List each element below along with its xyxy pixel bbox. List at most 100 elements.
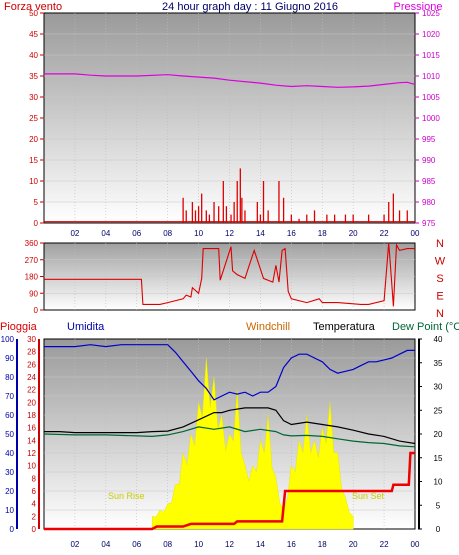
wind-tick-label: 45 — [29, 30, 38, 39]
hour-label: 02 — [70, 540, 79, 549]
temperature-tick-label: 25 — [434, 406, 443, 415]
temperature-tick-label: 5 — [436, 501, 441, 510]
wind-direction-tick-labels: 360 270 180 90 0 — [25, 239, 44, 315]
hour-label: 06 — [132, 229, 141, 238]
wind-pressure-gridlines — [44, 13, 415, 223]
wind-tick-label: 50 — [29, 9, 38, 18]
rain-tick-label: 14 — [27, 436, 36, 445]
hour-label: 14 — [256, 540, 265, 549]
wind-tick-label: 35 — [29, 72, 38, 81]
temperature-tick-label: 40 — [434, 335, 443, 344]
direction-tick-label: 180 — [25, 273, 39, 282]
rain-tick-label: 4 — [32, 500, 37, 509]
pressure-tick-label: 1000 — [422, 114, 440, 123]
wind-tick-label: 15 — [29, 156, 38, 165]
hour-label: 20 — [349, 229, 358, 238]
hour-label: 02 — [70, 229, 79, 238]
hour-label: 00 — [411, 229, 420, 238]
pressure-tick-label: 1005 — [422, 93, 440, 102]
dewpoint-label: Dew Point (°C — [392, 321, 459, 333]
hour-label: 20 — [349, 540, 358, 549]
rain-tick-label: 26 — [27, 360, 36, 369]
hour-label: 06 — [132, 540, 141, 549]
pressure-tick-label: 1015 — [422, 51, 440, 60]
humidity-line — [44, 344, 415, 401]
temperature-tick-label: 10 — [434, 478, 443, 487]
rain-axis-bar — [38, 339, 40, 529]
humidity-tick-label: 10 — [5, 506, 14, 515]
wind-tick-label: 5 — [34, 198, 39, 207]
rain-tick-label: 16 — [27, 424, 36, 433]
wind-tick-label: 20 — [29, 135, 38, 144]
hour-label: 18 — [318, 540, 327, 549]
rain-tick-label: 18 — [27, 411, 36, 420]
rain-tick-label: 6 — [32, 487, 37, 496]
hour-label: 22 — [380, 540, 389, 549]
dewpoint-line — [43, 426, 416, 448]
hour-label: 04 — [101, 229, 110, 238]
wind-tick-label: 40 — [29, 51, 38, 60]
wind-axis-title: Forza vento — [4, 1, 62, 13]
hour-label: 16 — [287, 540, 296, 549]
pressure-axis-title: Pressione — [394, 1, 443, 13]
humidity-tick-label: 20 — [5, 487, 14, 496]
wind-tick-label: 25 — [29, 114, 38, 123]
windchill-label: Windchill — [246, 321, 290, 333]
pressure-tick-label: 990 — [422, 156, 436, 165]
direction-tick-label: 0 — [34, 306, 39, 315]
wind-direction-gridlines — [44, 243, 415, 310]
hour-label: 18 — [318, 229, 327, 238]
chart-title: 24 hour graph day : 11 Giugno 2016 — [162, 1, 338, 13]
rain-tick-label: 28 — [27, 348, 36, 357]
wind-pressure-panel: Forza vento 24 hour graph day : 11 Giugn… — [4, 1, 442, 238]
humidity-label: Umidita — [67, 321, 105, 333]
hour-label: 10 — [194, 229, 203, 238]
temperature-tick-label: 35 — [434, 359, 443, 368]
rain-tick-label: 12 — [27, 449, 36, 458]
rain-tick-label: 24 — [27, 373, 36, 382]
humidity-tick-label: 30 — [5, 468, 14, 477]
humidity-tick-label: 60 — [5, 411, 14, 420]
pressure-tick-label: 1020 — [422, 30, 440, 39]
rain-tick-label: 10 — [27, 462, 36, 471]
rain-tick-label: 2 — [32, 512, 37, 521]
rain-label: Pioggia — [0, 321, 38, 333]
pressure-tick-label: 1010 — [422, 72, 440, 81]
humidity-tick-label: 80 — [5, 373, 14, 382]
wind-direction-line — [44, 242, 415, 307]
wind-tick-label: 30 — [29, 93, 38, 102]
pressure-tick-label: 980 — [422, 198, 436, 207]
hour-label: 14 — [256, 229, 265, 238]
humidity-tick-label: 70 — [5, 392, 14, 401]
sunrise-label: Sun Rise — [108, 491, 145, 501]
pressure-tick-label: 995 — [422, 135, 436, 144]
humidity-tick-label: 90 — [5, 354, 14, 363]
rain-tick-label: 22 — [27, 386, 36, 395]
hour-label: 12 — [225, 540, 234, 549]
compass-label: E — [436, 291, 443, 303]
rain-cumulative-line — [44, 451, 415, 531]
pressure-tick-label: 985 — [422, 177, 436, 186]
humidity-axis-bar — [16, 339, 18, 529]
temperature-tick-label: 15 — [434, 454, 443, 463]
temperature-line — [44, 407, 416, 445]
sunset-label: Sun Set — [352, 491, 385, 501]
direction-tick-label: 90 — [29, 289, 38, 298]
pressure-tick-label: 975 — [422, 219, 436, 228]
temperature-tick-labels: 40 35 30 25 20 15 10 5 0 — [418, 335, 443, 534]
hour-label: 12 — [225, 229, 234, 238]
hour-label: 16 — [287, 229, 296, 238]
hour-label: 10 — [194, 540, 203, 549]
compass-label: W — [435, 256, 446, 268]
humidity-tick-label: 100 — [1, 335, 15, 344]
wind-tick-label: 0 — [34, 219, 39, 228]
hour-label: 04 — [101, 540, 110, 549]
temperature-tick-label: 0 — [436, 525, 441, 534]
humidity-tick-label: 40 — [5, 449, 14, 458]
